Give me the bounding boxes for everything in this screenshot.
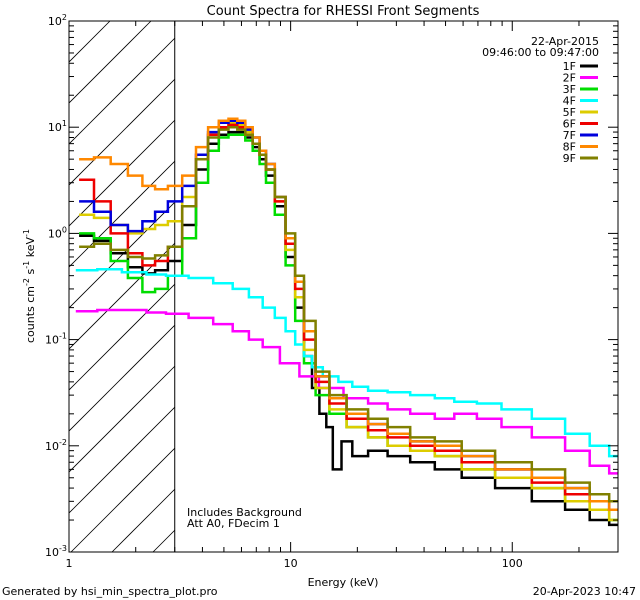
y-tick-label: 100	[48, 225, 67, 240]
hatch-mask	[174, 21, 618, 552]
y-tick-label: 101	[48, 119, 67, 134]
chart-title: Count Spectra for RHESSI Front Segments	[207, 4, 480, 19]
hatch-stroke	[69, 21, 193, 145]
series-line-4F	[75, 267, 618, 458]
x-tick-label: 100	[502, 557, 523, 570]
series-line-9F	[79, 125, 618, 503]
observation-time-range: 09:46:00 to 09:47:00	[482, 46, 599, 59]
y-label-tail: keV	[24, 237, 37, 261]
plot-frame	[68, 20, 619, 553]
legend-label-4F: 4F	[563, 95, 576, 108]
observation-date: 22-Apr-2015	[531, 35, 599, 48]
legend-label-8F: 8F	[563, 141, 576, 154]
y-tick-label: 102	[48, 13, 67, 28]
hatch-stroke	[69, 21, 234, 186]
y-tick-label: 10-3	[45, 544, 67, 559]
y-tick-label: 10-1	[45, 332, 67, 347]
legend-label-2F: 2F	[563, 72, 576, 85]
legend-label-9F: 9F	[563, 152, 576, 165]
y-axis-label: counts cm-2 s-1 keV-1	[22, 229, 37, 343]
annotation-background: Includes Background	[187, 506, 302, 519]
y-label-main: counts cm	[24, 286, 37, 343]
footer-generator: Generated by hsi_min_spectra_plot.pro	[2, 585, 218, 598]
x-axis-label: Energy (keV)	[308, 576, 379, 589]
y-label-mid: s	[24, 268, 37, 277]
y-tick-label: 10-2	[45, 438, 67, 453]
x-tick-label: 10	[284, 557, 298, 570]
legend-label-6F: 6F	[563, 118, 576, 131]
legend-label-7F: 7F	[563, 129, 576, 142]
annotation-attenuator: Att A0, FDecim 1	[187, 517, 280, 530]
hatch-stroke	[69, 21, 111, 63]
x-tick-label: 1	[66, 557, 73, 570]
series-line-2F	[75, 308, 618, 475]
y-label-exp3: -1	[22, 229, 31, 237]
legend-label-1F: 1F	[563, 60, 576, 73]
y-label-exp1: -2	[22, 278, 31, 286]
legend-label-5F: 5F	[563, 106, 576, 119]
excluded-energy-hatch	[69, 21, 618, 552]
footer-timestamp: 20-Apr-2023 10:47	[532, 585, 636, 598]
legend-label-3F: 3F	[563, 83, 576, 96]
y-label-exp2: -1	[22, 261, 31, 269]
